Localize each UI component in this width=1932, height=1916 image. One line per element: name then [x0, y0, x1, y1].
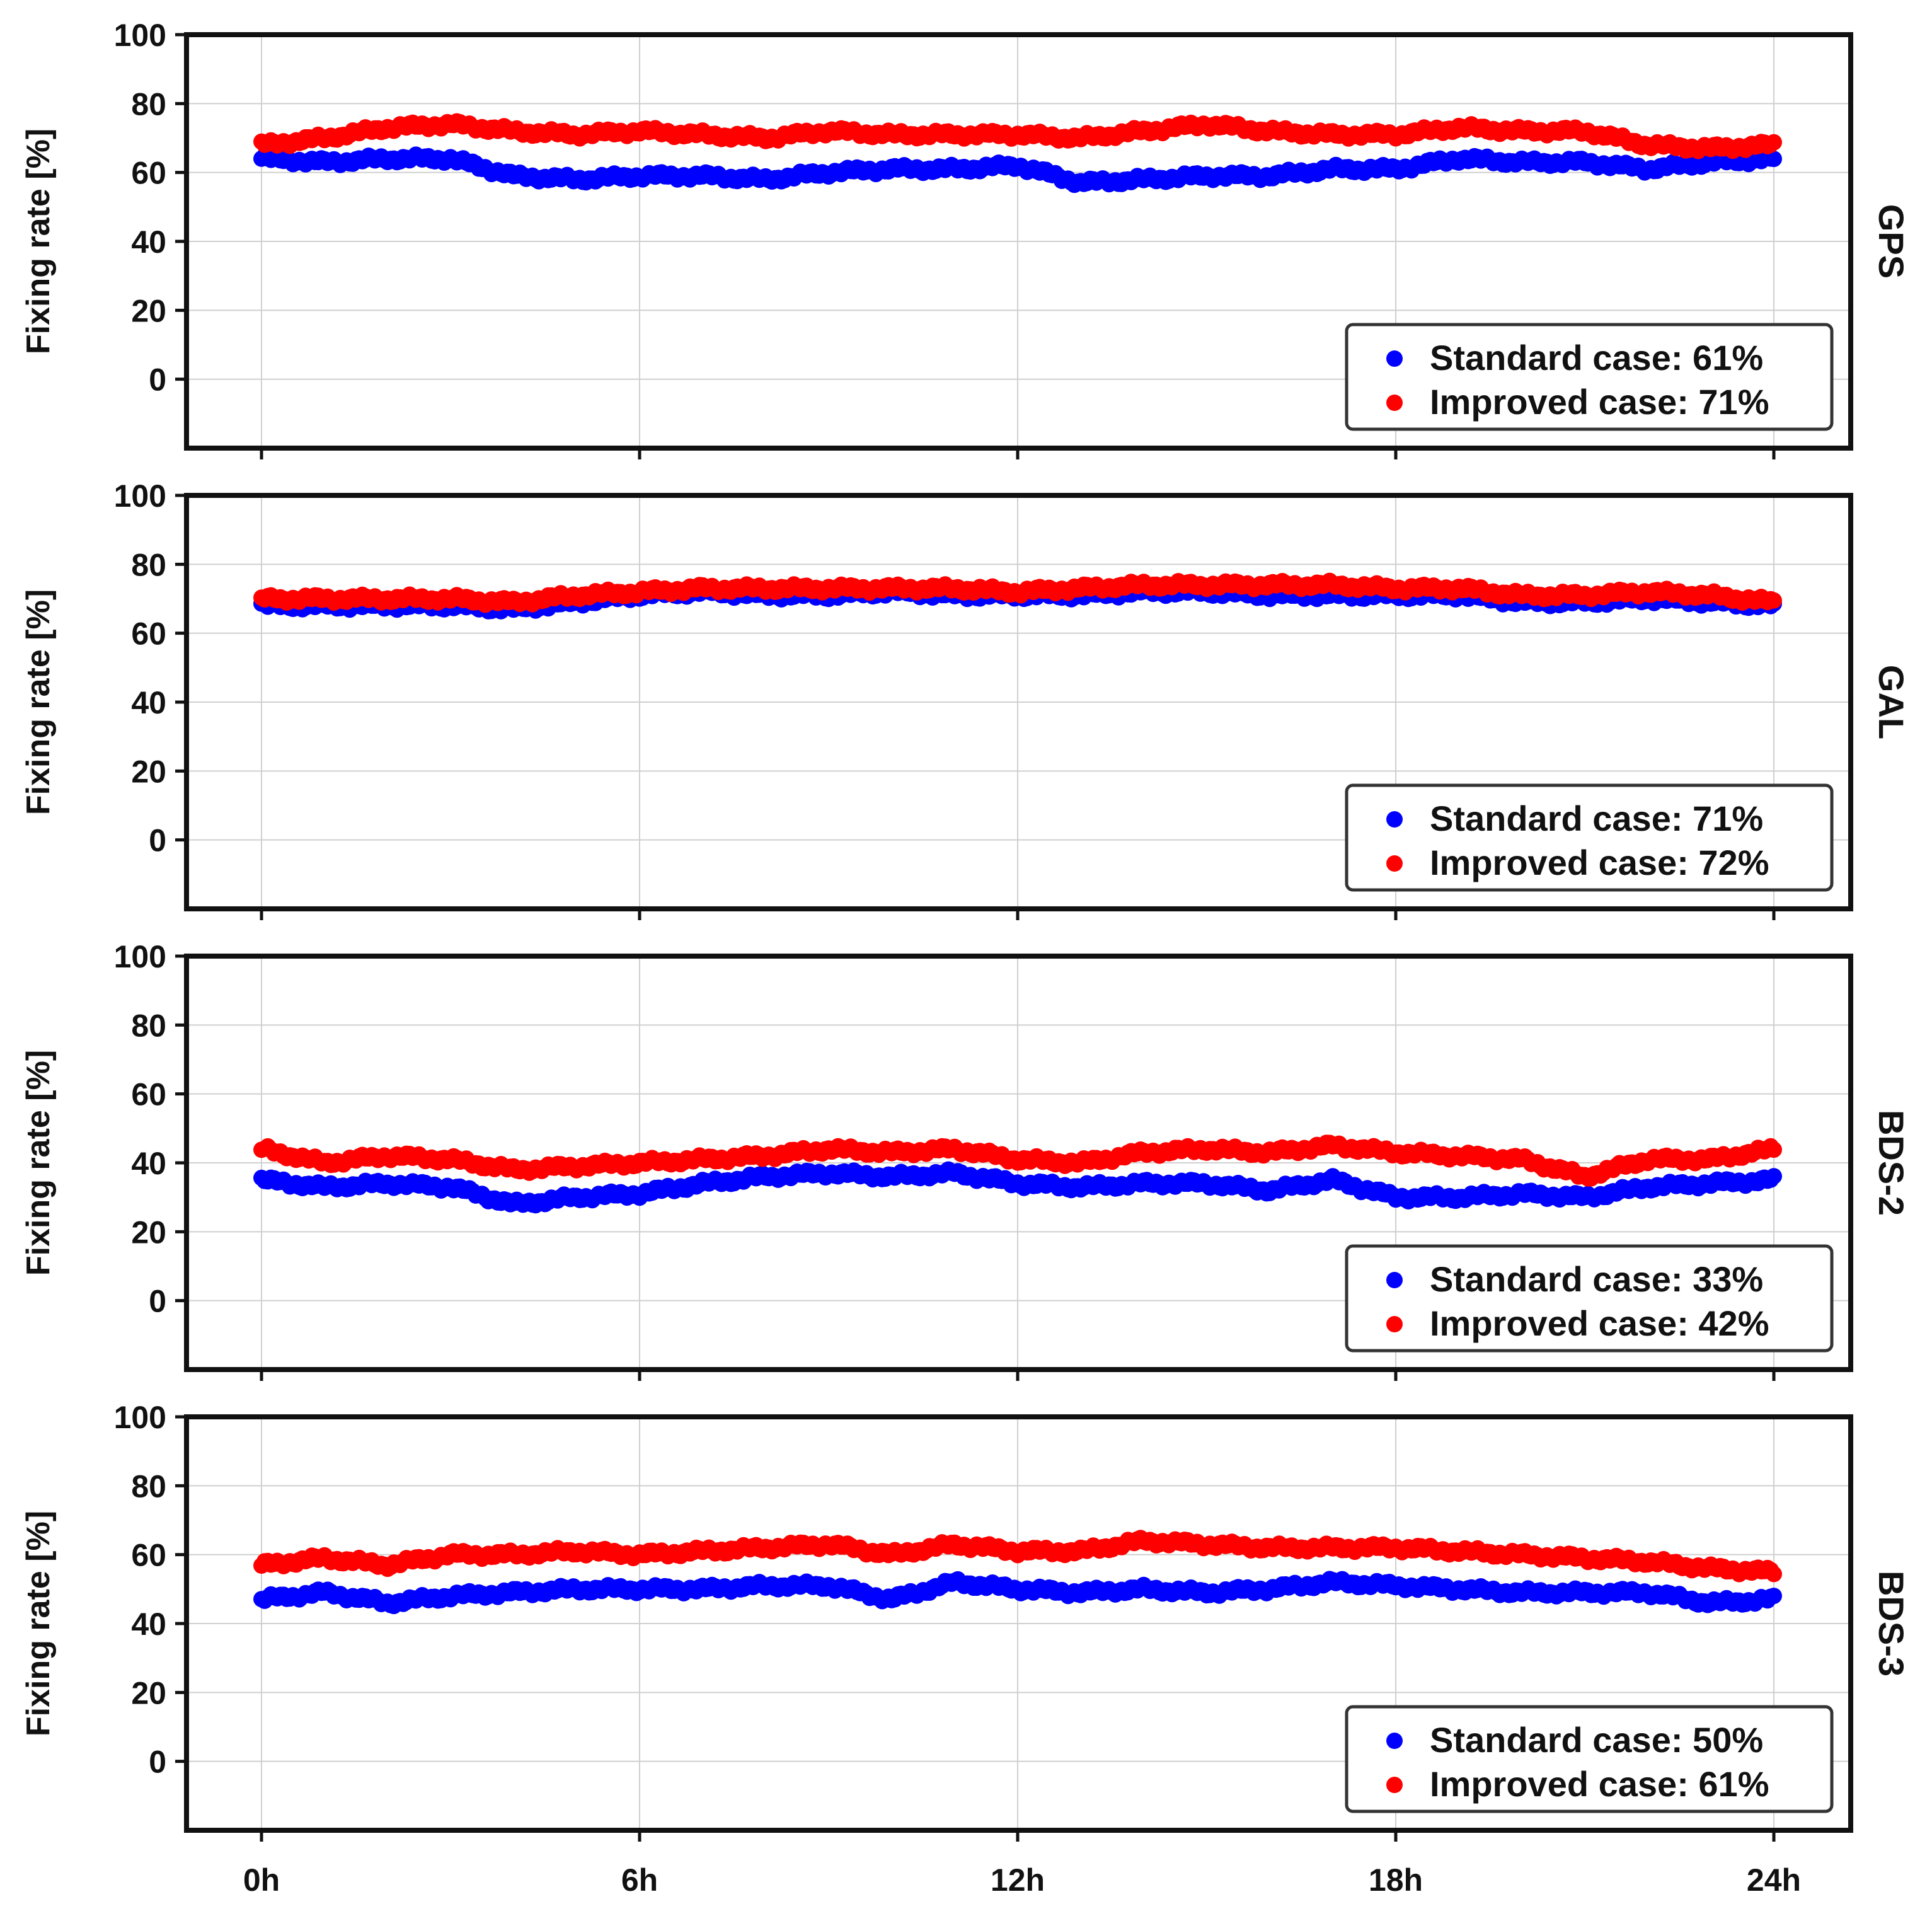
data-point	[1766, 1168, 1782, 1185]
legend: Standard case: 33%Improved case: 42%	[1345, 1244, 1834, 1353]
legend-box	[1345, 783, 1834, 892]
panel-gal: 0 20 40 60 80 100 Fixing rate [%] GAL Standard c…	[20, 478, 1911, 920]
y-tick-label: 80	[131, 86, 166, 122]
y-tick-label: 40	[131, 224, 166, 260]
y-tick-label: 60	[131, 1077, 166, 1112]
legend-label-standard: Standard case: 61%	[1430, 338, 1763, 378]
series-improved	[253, 113, 1782, 159]
y-tick-label: 20	[131, 754, 166, 789]
y-tick-label: 20	[131, 293, 166, 328]
series-improved	[253, 1134, 1782, 1187]
plot-area	[253, 572, 1782, 620]
legend: Standard case: 50%Improved case: 61%	[1345, 1705, 1834, 1813]
legend-label-standard: Standard case: 71%	[1430, 799, 1763, 838]
x-tick-label: 24h	[1747, 1862, 1801, 1898]
panel-label: GAL	[1872, 665, 1911, 739]
y-tick-label: 80	[131, 547, 166, 582]
y-tick-label: 100	[114, 1400, 166, 1435]
legend: Standard case: 71% Improved case: 72%	[1345, 783, 1834, 892]
y-tick-label: 40	[131, 1607, 166, 1642]
y-tick-label: 100	[114, 939, 166, 974]
legend-label-improved: Improved case: 42%	[1430, 1303, 1769, 1343]
panel-gps: 0 20 40 60 80 100 Fixing rate [%] GPS Standard c…	[20, 18, 1911, 459]
legend-box	[1345, 323, 1834, 431]
y-tick-label: 0	[149, 1284, 166, 1319]
axes-frame	[184, 954, 1853, 1372]
x-axis-labels: 0h 6h 12h 18h 24h	[243, 1862, 1801, 1898]
y-tick-label: 40	[131, 1146, 166, 1181]
axes-frame	[184, 32, 1853, 451]
legend-label-improved: Improved case: 71%	[1430, 382, 1769, 422]
y-tick-label: 100	[114, 478, 166, 514]
y-tick-label: 60	[131, 1538, 166, 1573]
data-point	[1766, 592, 1782, 609]
y-tick-label: 60	[131, 616, 166, 652]
legend-marker-improved	[1386, 855, 1403, 872]
y-axis-label: Fixing rate [%]	[20, 589, 57, 815]
legend-label-standard: Standard case: 33%	[1430, 1259, 1763, 1299]
y-tick-label: 0	[149, 362, 166, 398]
legend-marker-improved	[1386, 1777, 1403, 1793]
y-tick-label: 80	[131, 1008, 166, 1043]
panel-label: BDS-2	[1872, 1110, 1911, 1216]
y-tick-label: 20	[131, 1215, 166, 1250]
y-tick-label: 0	[149, 1745, 166, 1780]
legend-label-improved: Improved case: 61%	[1430, 1764, 1769, 1804]
y-tick-label: 0	[149, 823, 166, 858]
panel-bds-2: 0 20 40 60 80 100 Fixing rate [%] BDS-2 Standard…	[20, 939, 1911, 1381]
legend-box	[1345, 1705, 1834, 1813]
legend-marker-standard	[1386, 1272, 1403, 1288]
series-improved	[253, 572, 1782, 613]
data-point	[1766, 134, 1782, 151]
legend-marker-improved	[1386, 395, 1403, 411]
x-tick-label: 18h	[1369, 1862, 1423, 1898]
panel-label: BDS-3	[1872, 1571, 1911, 1676]
y-axis-label: Fixing rate [%]	[20, 1050, 57, 1276]
legend-label-standard: Standard case: 50%	[1430, 1720, 1763, 1760]
axes-frame	[184, 493, 1853, 911]
plot-area	[253, 113, 1782, 193]
legend-label-improved: Improved case: 72%	[1430, 843, 1769, 882]
x-tick-label: 6h	[621, 1862, 658, 1898]
legend-box	[1345, 1244, 1834, 1353]
legend-marker-standard	[1386, 811, 1403, 828]
series-standard	[253, 1571, 1782, 1615]
data-point	[1766, 1141, 1782, 1158]
data-point	[1766, 1588, 1782, 1605]
legend-marker-improved	[1386, 1316, 1403, 1332]
series-improved	[253, 1530, 1782, 1583]
legend-marker-standard	[1386, 350, 1403, 367]
x-tick-label: 12h	[991, 1862, 1045, 1898]
y-tick-label: 80	[131, 1469, 166, 1504]
y-tick-label: 60	[131, 156, 166, 191]
plot-area	[253, 1530, 1782, 1615]
axes-frame	[184, 1414, 1853, 1833]
panel-label: GPS	[1872, 204, 1911, 279]
data-point	[1766, 151, 1782, 168]
legend: Standard case: 61%Improved case: 71%	[1345, 323, 1834, 431]
y-tick-label: 40	[131, 685, 166, 720]
x-tick-label: 0h	[243, 1862, 280, 1898]
data-point	[1766, 1566, 1782, 1583]
series-standard	[253, 1161, 1782, 1214]
panel-bds-3: 0 20 40 60 80 100 Fixing rate [%] BDS-3 Standard…	[20, 1400, 1911, 1842]
legend-marker-standard	[1386, 1733, 1403, 1749]
y-tick-label: 20	[131, 1675, 166, 1711]
plot-area	[253, 1134, 1782, 1214]
y-axis-label: Fixing rate [%]	[20, 129, 57, 354]
series-standard	[253, 146, 1782, 193]
y-axis-label: Fixing rate [%]	[20, 1511, 57, 1736]
y-tick-label: 100	[114, 18, 166, 53]
